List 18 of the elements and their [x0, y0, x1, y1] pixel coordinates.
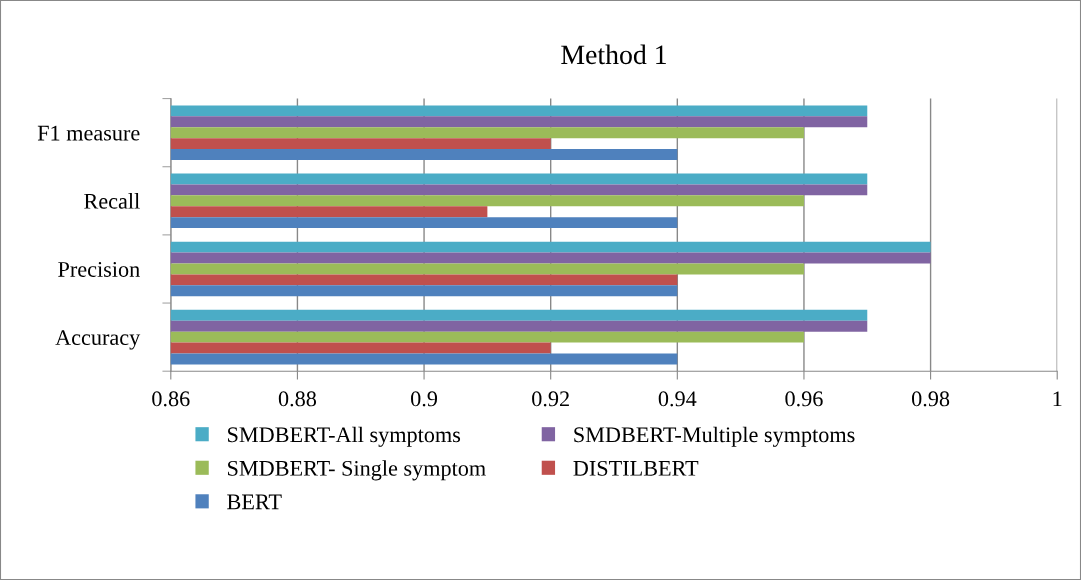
legend-label: DISTILBERT	[573, 460, 699, 476]
y-tick-label: Precision	[58, 261, 140, 277]
y-tick-label: F1 measure	[37, 125, 140, 141]
x-tick-label: 0.96	[785, 391, 823, 407]
x-tick-label: 0.9	[411, 391, 438, 407]
x-tick-label: 0.86	[152, 391, 190, 407]
y-tick-label: Accuracy	[55, 330, 141, 350]
x-tick-label: 0.92	[532, 391, 569, 407]
legend-label: SMDBERT- Single symptom	[228, 460, 486, 481]
legend-label: BERT	[227, 494, 282, 510]
x-tick-label: 0.98	[911, 391, 950, 407]
x-tick-label: 1	[1053, 391, 1062, 407]
x-tick-label: 0.88	[278, 391, 317, 407]
legend-label: SMDBERT-Multiple symptoms	[574, 426, 855, 447]
x-tick-label: 0.94	[658, 391, 697, 407]
legend-label: SMDBERT-All symptoms	[228, 426, 461, 447]
y-tick-label: Recall	[84, 193, 140, 209]
chart-title: Method 1	[561, 44, 666, 65]
